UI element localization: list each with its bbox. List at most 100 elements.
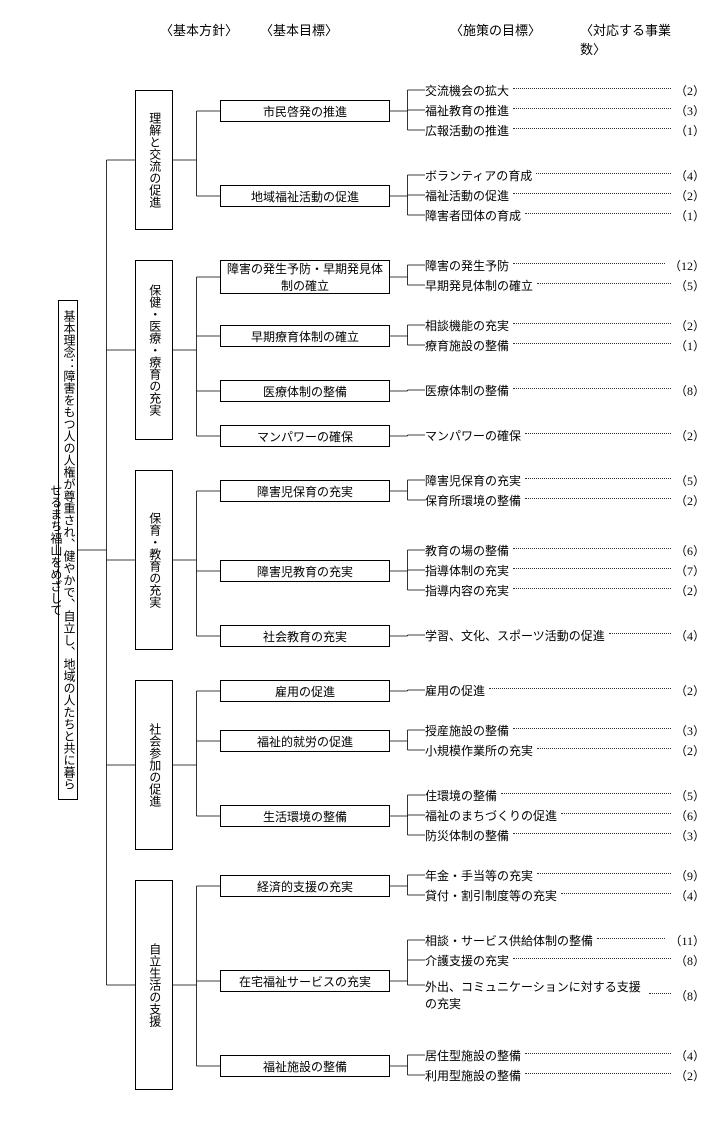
- goal-label: 学習、文化、スポーツ活動の促進: [425, 627, 605, 644]
- header-policy: 〈基本方針〉: [160, 20, 238, 39]
- goal-label: 介護支援の充実: [425, 952, 509, 969]
- leader-dots: [513, 833, 671, 834]
- goal-count: （5）: [675, 472, 703, 489]
- goal-row: 障害児保育の充実（5）: [425, 470, 703, 490]
- objective-box: 経済的支援の充実: [220, 875, 390, 897]
- objective-box: 障害の発生予防・早期発見体制の確立: [220, 260, 390, 294]
- goal-row: 外出、コミュニケーションに対する支援の充実 （8）: [425, 975, 703, 1015]
- goal-row: 障害の発生予防（12）: [425, 255, 703, 275]
- policy-box: 社会参加の促進: [135, 680, 173, 850]
- leader-dots: [513, 323, 671, 324]
- goal-row: 障害者団体の育成 （1）: [425, 205, 703, 225]
- objective-box: 福祉施設の整備: [220, 1055, 390, 1077]
- goal-label: 医療体制の整備: [425, 382, 509, 399]
- goal-label: 療育施設の整備: [425, 337, 509, 354]
- goal-label: 居住型施設の整備: [425, 1047, 521, 1064]
- leader-dots: [525, 1073, 671, 1074]
- objective-box: 雇用の促進: [220, 680, 390, 702]
- goal-row: 学習、文化、スポーツ活動の促進（4）: [425, 625, 703, 645]
- goal-count: （2）: [675, 682, 703, 699]
- header-objective: 〈基本目標〉: [260, 20, 338, 39]
- objective-box: 生活環境の整備: [220, 805, 390, 827]
- goal-count: （2）: [675, 492, 703, 509]
- goal-count: （2）: [675, 1067, 703, 1084]
- objective-box: 医療体制の整備: [220, 380, 390, 402]
- objective-box: 早期療育体制の確立: [220, 325, 390, 347]
- goal-row: マンパワーの確保（2）: [425, 425, 703, 445]
- goal-label: 相談・サービス供給体制の整備: [425, 932, 593, 949]
- policy-box: 理解と交流の促進: [135, 90, 173, 230]
- goal-label: 福祉教育の推進: [425, 102, 509, 119]
- goal-row: 交流機会の拡大 （2）: [425, 80, 703, 100]
- goal-label: 利用型施設の整備: [425, 1067, 521, 1084]
- policy-box: 保健・医療・療育の充実: [135, 260, 173, 440]
- goal-label: 小規模作業所の充実: [425, 742, 533, 759]
- leader-dots: [525, 478, 671, 479]
- goal-count: （12）: [669, 257, 703, 274]
- policy-box: 保育・教育の充実: [135, 470, 173, 650]
- goal-label: 外出、コミュニケーションに対する支援の充実: [425, 978, 645, 1012]
- policy-box: 自立生活の支援: [135, 880, 173, 1090]
- goal-count: （2）: [675, 187, 703, 204]
- objective-box: 地域福祉活動の促進: [220, 185, 390, 207]
- leader-dots: [513, 728, 671, 729]
- leader-dots: [501, 793, 671, 794]
- goal-count: （2）: [675, 82, 703, 99]
- goal-row: 小規模作業所の充実 （2）: [425, 740, 703, 760]
- goal-count: （4）: [675, 887, 703, 904]
- goal-row: 雇用の促進（2）: [425, 680, 703, 700]
- goal-row: 指導内容の充実（2）: [425, 580, 703, 600]
- leader-dots: [609, 633, 671, 634]
- goal-row: 教育の場の整備 （6）: [425, 540, 703, 560]
- goal-count: （1）: [675, 122, 703, 139]
- objective-box: 在宅福祉サービスの充実: [220, 970, 390, 992]
- goal-row: 福祉のまちづくりの促進（6）: [425, 805, 703, 825]
- goal-count: （2）: [675, 742, 703, 759]
- leader-dots: [536, 173, 671, 174]
- goal-label: 福祉のまちづくりの促進: [425, 807, 557, 824]
- goal-count: （8）: [675, 987, 703, 1004]
- goal-count: （6）: [675, 542, 703, 559]
- goal-row: 相談・サービス供給体制の整備 （11）: [425, 930, 703, 950]
- goal-label: 交流機会の拡大: [425, 82, 509, 99]
- goal-row: ボランティアの育成（4）: [425, 165, 703, 185]
- goal-count: （8）: [675, 382, 703, 399]
- objective-box: 福祉的就労の促進: [220, 730, 390, 752]
- goal-row: 福祉活動の促進（2）: [425, 185, 703, 205]
- goal-row: 防災体制の整備（3）: [425, 825, 703, 845]
- goal-label: 防災体制の整備: [425, 827, 509, 844]
- leader-dots: [649, 993, 671, 994]
- goal-row: 相談機能の充実 （2）: [425, 315, 703, 335]
- leader-dots: [513, 193, 671, 194]
- goal-row: 授産施設の整備 （3）: [425, 720, 703, 740]
- leader-dots: [525, 1053, 671, 1054]
- goal-row: 療育施設の整備（1）: [425, 335, 703, 355]
- goal-count: （4）: [675, 1047, 703, 1064]
- leader-dots: [537, 873, 671, 874]
- objective-box: 社会教育の充実: [220, 625, 390, 647]
- goal-row: 介護支援の充実（8）: [425, 950, 703, 970]
- goal-count: （4）: [675, 167, 703, 184]
- leader-dots: [525, 433, 671, 434]
- goal-label: 教育の場の整備: [425, 542, 509, 559]
- leader-dots: [489, 688, 671, 689]
- goal-row: 利用型施設の整備 （2）: [425, 1065, 703, 1085]
- leader-dots: [525, 213, 671, 214]
- goal-count: （7）: [675, 562, 703, 579]
- goal-count: （11）: [669, 932, 703, 949]
- goal-count: （2）: [675, 317, 703, 334]
- goal-label: 相談機能の充実: [425, 317, 509, 334]
- goal-label: マンパワーの確保: [425, 427, 521, 444]
- goal-label: 授産施設の整備: [425, 722, 509, 739]
- goal-count: （1）: [675, 207, 703, 224]
- leader-dots: [513, 568, 671, 569]
- leader-dots: [513, 548, 671, 549]
- goal-label: 障害者団体の育成: [425, 207, 521, 224]
- goal-count: （3）: [675, 722, 703, 739]
- goal-label: 指導体制の充実: [425, 562, 509, 579]
- objective-box: マンパワーの確保: [220, 425, 390, 447]
- root-concept-box: 基本理念：障害をもつ人の人権が尊重され、健やかで、自立し、地域の人たちと共に暮ら…: [58, 300, 78, 800]
- goal-count: （5）: [675, 787, 703, 804]
- leader-dots: [513, 343, 671, 344]
- leader-dots: [513, 388, 671, 389]
